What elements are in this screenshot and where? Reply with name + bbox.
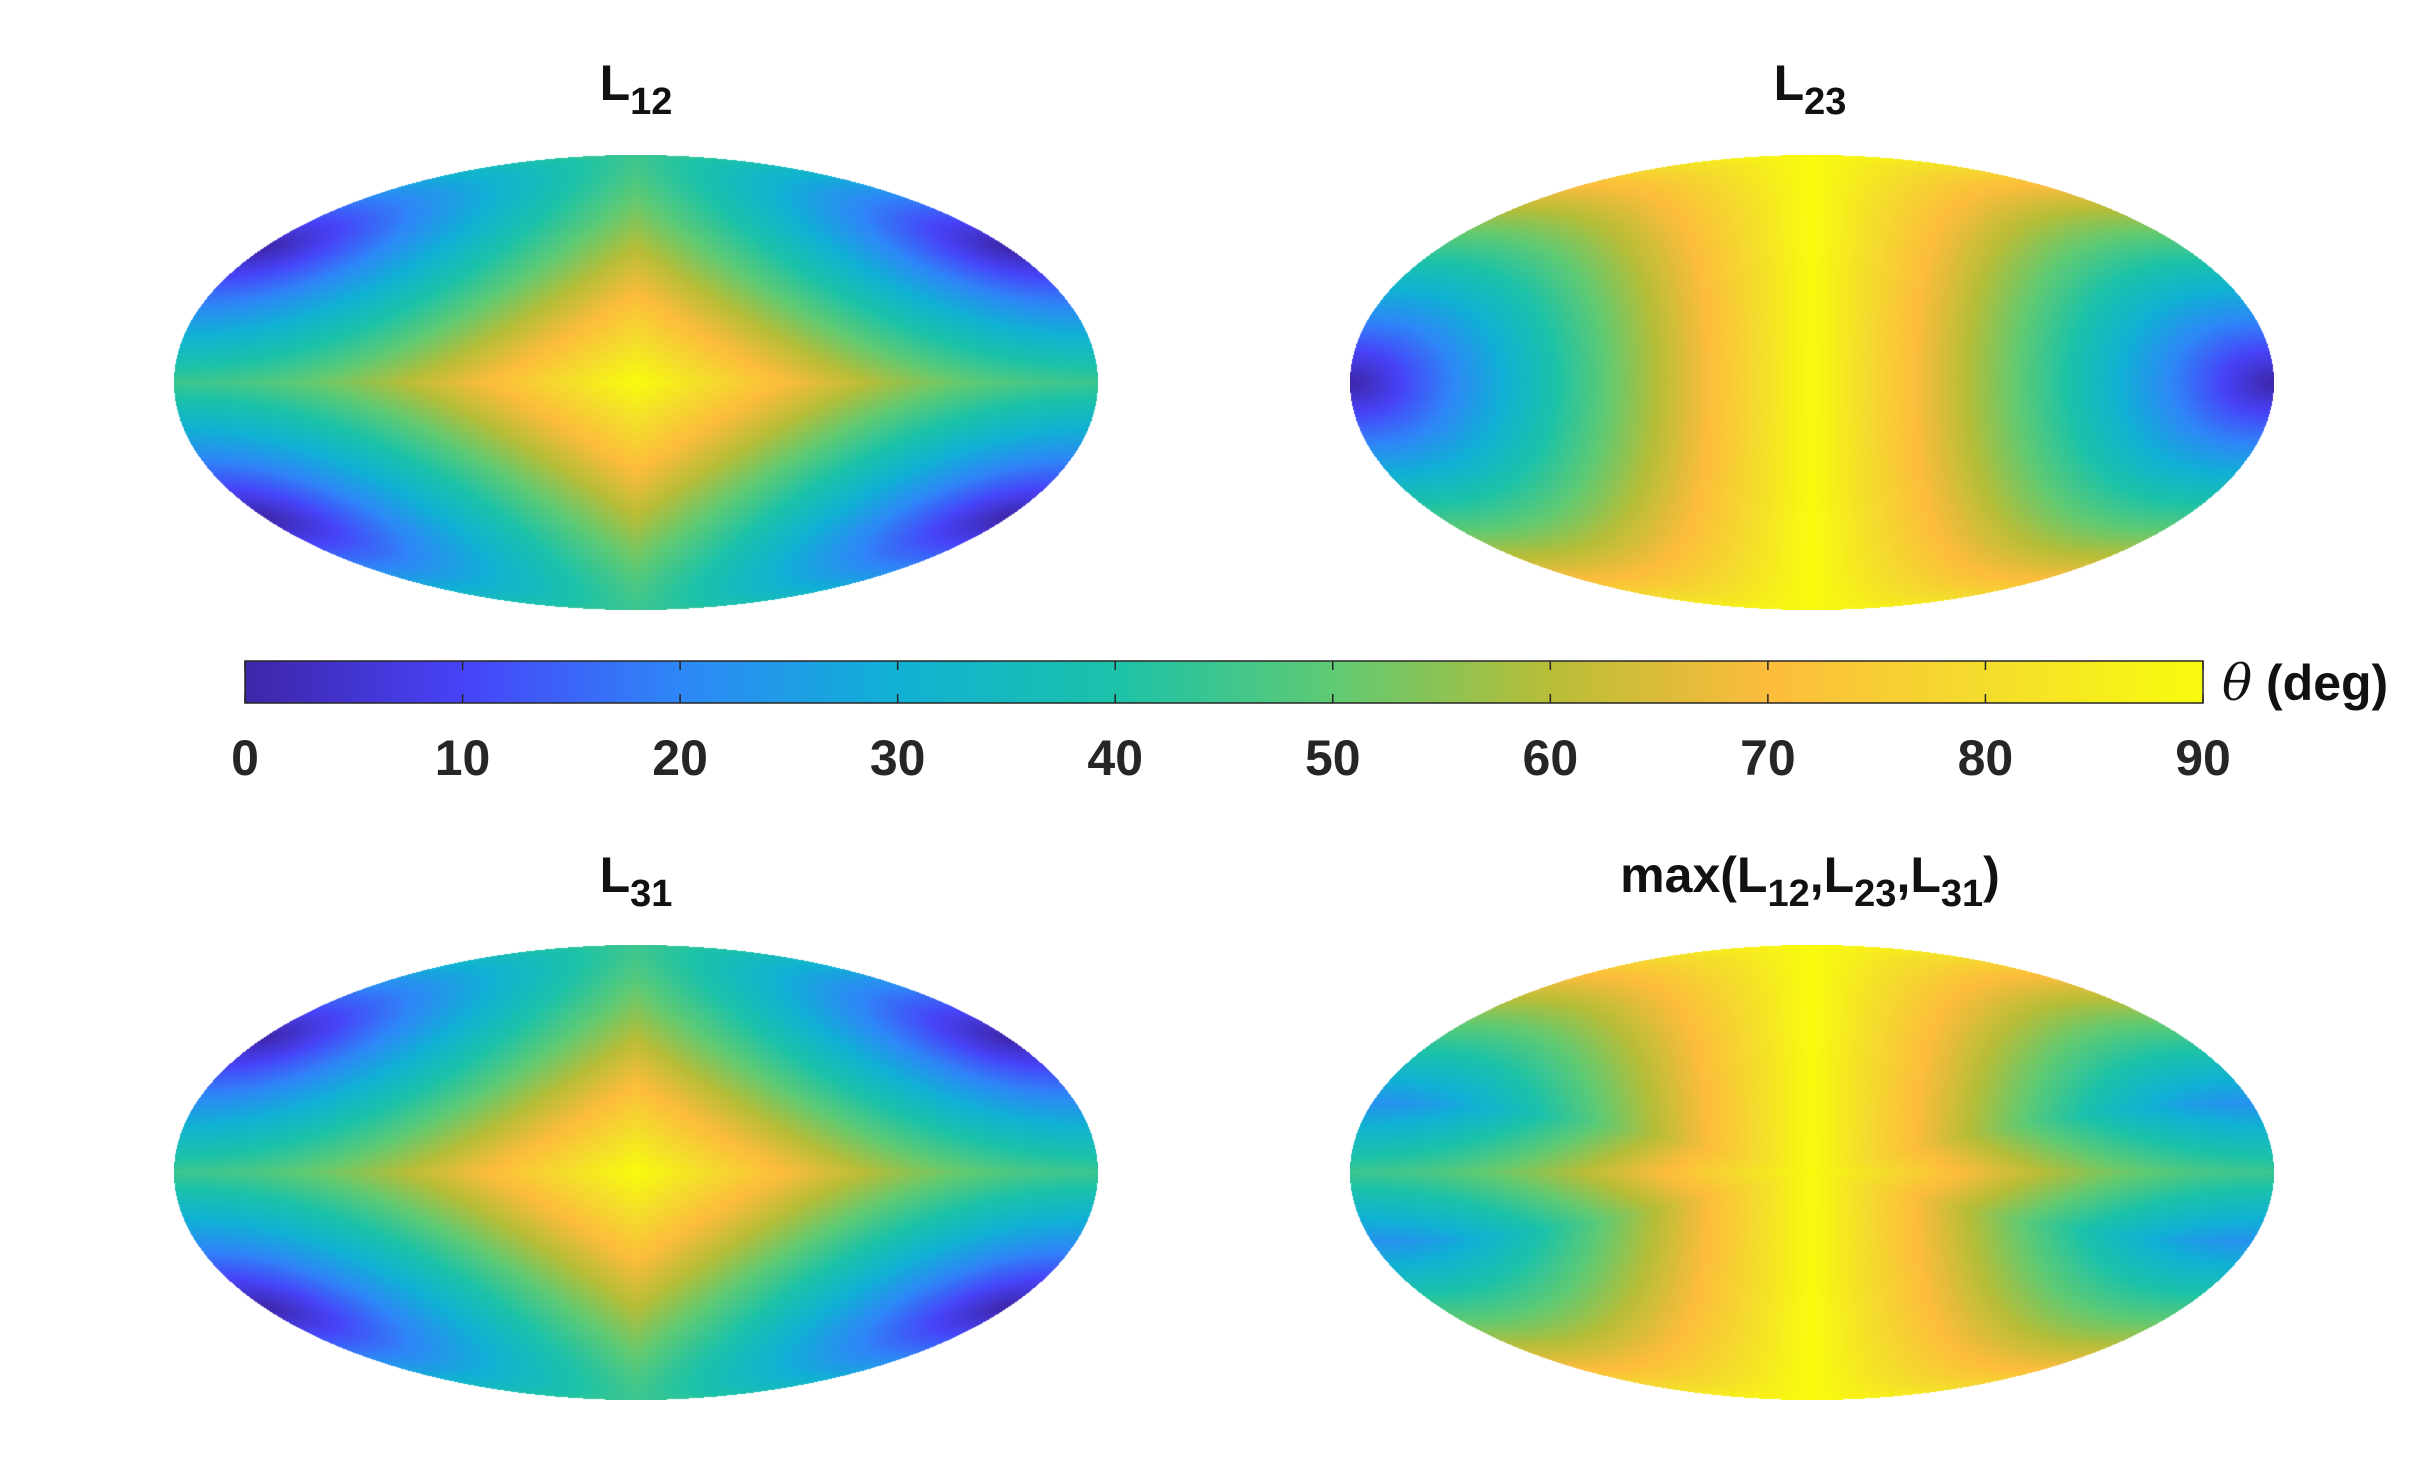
colorbar-tick-label: 60 [1523, 730, 1579, 786]
panel-l31: L31 [174, 847, 1098, 1400]
heatmap-l23 [1350, 155, 2274, 610]
colorbar-tick-label: 40 [1087, 730, 1143, 786]
colorbar-ticks: 0 10 20 30 40 50 60 70 80 90 [231, 661, 2231, 786]
heatmap-max [1350, 945, 2274, 1400]
colorbar-tick-label: 80 [1958, 730, 2014, 786]
panel-title-l12: L12 [600, 55, 673, 123]
colorbar: 0 10 20 30 40 50 60 70 80 90 θ (deg) [231, 654, 2388, 786]
colorbar-tick-label: 10 [435, 730, 491, 786]
colorbar-gradient [244, 660, 2204, 704]
theta-symbol: θ [2222, 654, 2252, 712]
panel-title-max: max(L12,L23,L31) [1620, 847, 2000, 915]
colorbar-tick-label: 70 [1740, 730, 1796, 786]
colorbar-tick-label: 50 [1305, 730, 1361, 786]
colorbar-tick-label: 20 [652, 730, 708, 786]
panel-l23: L23 [1350, 55, 2274, 610]
colorbar-unit: (deg) [2252, 655, 2388, 711]
heatmap-l12 [174, 155, 1098, 610]
colorbar-tick-label: 90 [2175, 730, 2231, 786]
panel-l12: L12 [174, 55, 1098, 610]
panel-title-l31: L31 [600, 847, 673, 915]
colorbar-label: θ (deg) [2222, 654, 2388, 712]
colorbar-tick-label: 30 [870, 730, 926, 786]
heatmap-l31 [174, 945, 1098, 1400]
colorbar-tick-label: 0 [231, 730, 259, 786]
panel-title-l23: L23 [1774, 55, 1847, 123]
panel-max: max(L12,L23,L31) [1350, 847, 2274, 1400]
